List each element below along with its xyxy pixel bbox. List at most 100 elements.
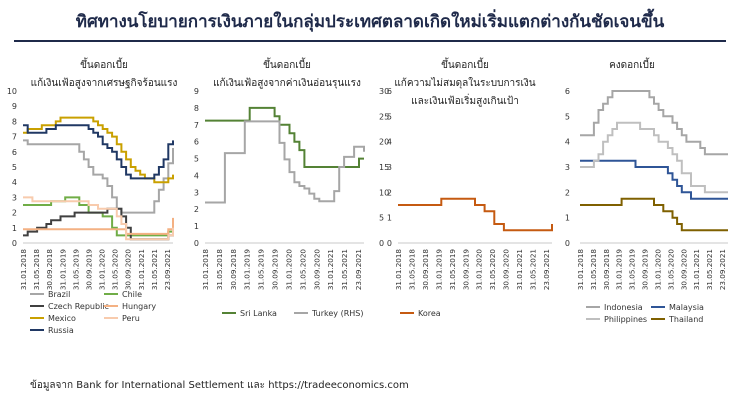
panel4-ytick: 4 xyxy=(565,138,570,147)
panel1-legend-label-peru: Peru xyxy=(122,314,140,323)
panel4-series-indonesia xyxy=(580,90,728,156)
panel2-xtick: 31.01.2018 xyxy=(201,249,210,291)
panel3-legend-label-korea: Korea xyxy=(418,309,441,318)
panel1-ytick: 6 xyxy=(12,148,17,157)
panel2-ytick: 4 xyxy=(194,171,199,180)
panel1-series-peru xyxy=(23,196,174,241)
panel2-title-line-1: ขึ้นดอกเบี้ย xyxy=(263,57,311,71)
panel2-ytick: 8 xyxy=(194,104,199,113)
panel2-legend-label-turkey-rhs: Turkey (RHS) xyxy=(311,309,363,318)
panel1-title-line-2: แก้เงินเฟ้อสูงจากเศรษฐกิจร้อนแรง xyxy=(31,77,178,89)
panel2-title-line-2: แก้เงินเฟ้อสูงจากค่าเงินอ่อนรุนแรง xyxy=(213,77,361,89)
panel4-xtick: 31.05.2018 xyxy=(589,249,598,291)
panel3-xtick: 30.09.2018 xyxy=(421,249,430,291)
panel1-series-mexico xyxy=(23,116,174,184)
panel1-xtick: 31.05.2019 xyxy=(71,249,80,291)
panel4-legend-label-indonesia: Indonesia xyxy=(604,303,643,312)
panel1-xtick: 31.01.2021 xyxy=(137,249,146,290)
source-note: ข้อมูลจาก Bank for International Settlem… xyxy=(30,380,409,391)
panel2-xtick: 31.01.2021 xyxy=(326,249,335,290)
panel2-ytick: 9 xyxy=(194,87,199,96)
panel2-ytick-right: 30 xyxy=(379,87,389,96)
panel4-ytick: 1 xyxy=(565,214,570,223)
panel3-xtick: 30.09.2020 xyxy=(502,249,511,291)
panel3-xtick: 31.01.2021 xyxy=(515,249,524,290)
panel4-xtick: 30.09.2018 xyxy=(602,249,611,291)
panel2-ytick: 7 xyxy=(194,121,199,130)
panel4-ytick: 6 xyxy=(565,87,570,96)
panel3-title-line-2: แก้ความไม่สมดุลในระบบการเงิน xyxy=(394,77,535,89)
panel4-title-line-1: คงดอกเบี้ย xyxy=(609,57,655,71)
panel3-ytick: 6 xyxy=(387,87,392,96)
panel3-ytick: 5 xyxy=(387,112,392,121)
panel3-xtick: 23.09.2021 xyxy=(542,249,551,290)
panel2-xtick: 31.01.2019 xyxy=(243,249,252,291)
panel4-xtick: 31.05.2021 xyxy=(705,249,714,290)
panel4-ytick: 0 xyxy=(565,239,570,248)
panel1-ytick: 1 xyxy=(12,224,17,233)
panel2-ytick: 1 xyxy=(194,222,199,231)
panel2-ytick-right: 10 xyxy=(379,188,389,197)
panel1-ytick: 4 xyxy=(12,178,17,187)
panel3-xtick: 31.05.2021 xyxy=(529,249,538,290)
panel1-legend-label-chile: Chile xyxy=(122,290,142,299)
panel1-ytick: 8 xyxy=(12,117,17,126)
panel4-series-thailand xyxy=(580,197,728,232)
panel1-xtick: 30.09.2020 xyxy=(124,249,133,291)
panel1-series-russia xyxy=(23,124,174,180)
panel4-ytick: 2 xyxy=(565,188,570,197)
panel2-ytick: 3 xyxy=(194,188,199,197)
panel1-series-brazil xyxy=(23,139,174,214)
panel3-xtick: 31.01.2020 xyxy=(475,249,484,291)
panel2-xtick: 31.05.2019 xyxy=(257,249,266,291)
panel3-ytick: 1 xyxy=(387,214,392,223)
panel2-xtick: 31.05.2021 xyxy=(340,249,349,290)
panel1-xtick: 31.05.2021 xyxy=(150,249,159,290)
panel4-ytick: 5 xyxy=(565,112,570,121)
panel2-xtick: 30.09.2018 xyxy=(229,249,238,291)
panel3-xtick: 31.05.2020 xyxy=(488,249,497,291)
panel4-xtick: 30.09.2019 xyxy=(641,249,650,291)
panel3-xtick: 30.09.2019 xyxy=(461,249,470,291)
panel2-xtick: 23.09.2021 xyxy=(354,249,363,290)
panel4-xtick: 31.05.2019 xyxy=(628,249,637,291)
panel1-xtick: 31.01.2019 xyxy=(58,249,67,291)
panel3-xtick: 31.01.2018 xyxy=(394,249,403,291)
panel2-ytick: 2 xyxy=(194,205,199,214)
panel3-ytick: 0 xyxy=(387,239,392,248)
panel4-legend-label-thailand: Thailand xyxy=(668,315,703,324)
panel2-xtick: 31.05.2020 xyxy=(298,249,307,291)
panel2-series-turkey-rhs xyxy=(205,120,365,204)
panel2-ytick-right: 20 xyxy=(379,138,389,147)
panel3-ytick: 2 xyxy=(387,188,392,197)
panel4-legend-label-malaysia: Malaysia xyxy=(669,303,704,312)
panel1-ytick: 7 xyxy=(12,133,17,142)
panel1-ytick: 5 xyxy=(12,163,17,172)
panel2-ytick-right: 0 xyxy=(379,239,384,248)
panel3-series-korea xyxy=(398,197,553,232)
panel4-series-malaysia xyxy=(580,159,728,200)
panel1-xtick: 30.09.2019 xyxy=(84,249,93,291)
panel3-title-line-1: ขึ้นดอกเบี้ย xyxy=(441,57,489,71)
panel3-xtick: 31.05.2019 xyxy=(448,249,457,291)
panel1-xtick: 31.01.2020 xyxy=(98,249,107,291)
panel1-legend-label-hungary: Hungary xyxy=(122,302,156,311)
panel1-xtick: 31.05.2020 xyxy=(111,249,120,291)
panel4-xtick: 23.09.2021 xyxy=(718,249,727,290)
panel2-ytick-right: 25 xyxy=(379,112,389,121)
panel2-legend-label-sri-lanka: Sri Lanka xyxy=(240,309,277,318)
panel4-xtick: 31.01.2018 xyxy=(576,249,585,291)
panel2-xtick: 31.05.2018 xyxy=(215,249,224,291)
panel1-xtick: 30.09.2018 xyxy=(45,249,54,291)
panel4-xtick: 31.01.2021 xyxy=(692,249,701,290)
panel3-ytick: 4 xyxy=(387,138,392,147)
panel4-ytick: 3 xyxy=(565,163,570,172)
title-divider xyxy=(14,40,726,42)
panel2-ytick-right: 5 xyxy=(379,214,384,223)
panel1-xtick: 23.09.2021 xyxy=(163,249,172,290)
panel1-xtick: 31.05.2018 xyxy=(32,249,41,291)
panel1-ytick: 10 xyxy=(7,87,17,96)
panel1-xtick: 31.01.2018 xyxy=(19,249,28,291)
panel3-ytick: 3 xyxy=(387,163,392,172)
